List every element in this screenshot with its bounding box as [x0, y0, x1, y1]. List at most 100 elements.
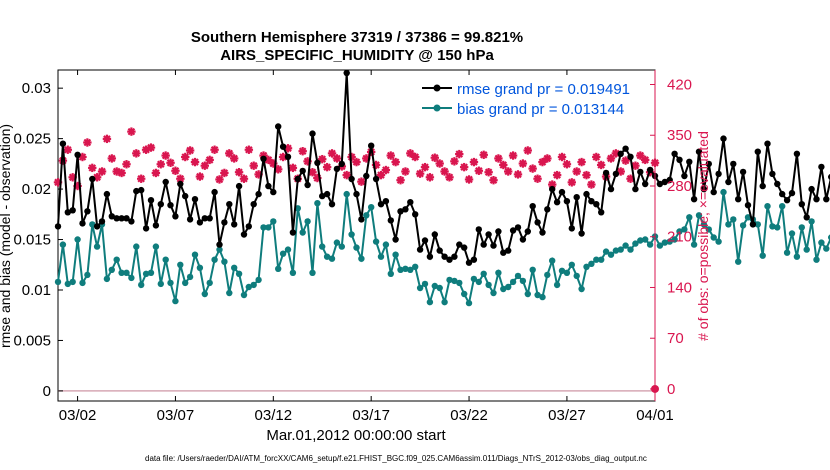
bias-point: [128, 274, 135, 282]
rmse-point: [54, 223, 62, 230]
rmse-point: [475, 226, 482, 233]
obs-marker: [469, 157, 479, 167]
obs-marker: [132, 149, 141, 158]
bias-point: [89, 221, 96, 228]
obs-marker: [166, 158, 175, 167]
bias-point: [803, 246, 810, 253]
bias-point: [284, 246, 292, 253]
bias-point: [495, 269, 502, 276]
rmse-point: [416, 246, 424, 253]
rmse-point: [407, 199, 414, 206]
obs-marker: [401, 167, 410, 176]
rmse-point: [725, 178, 732, 186]
bias-point: [461, 290, 468, 298]
bias-point: [490, 289, 497, 297]
rmse-point: [226, 201, 233, 208]
bias-point: [368, 204, 375, 211]
bias-point: [275, 265, 282, 272]
bias-point: [201, 290, 208, 298]
obs-marker: [210, 145, 219, 154]
rmse-point: [715, 170, 722, 178]
legend-item-bias: bias grand pr = 0.013144: [422, 101, 624, 118]
bias-point: [485, 281, 492, 289]
rmse-point: [695, 148, 703, 155]
rmse-point: [485, 231, 492, 238]
rmse-point: [240, 231, 248, 238]
bias-point: [509, 278, 517, 286]
obs-marker: [215, 175, 224, 184]
rmse-point: [314, 159, 321, 166]
bias-point: [333, 239, 341, 246]
bias-point: [720, 188, 727, 196]
legend-label-bias: bias grand pr = 0.013144: [457, 101, 624, 118]
rmse-point: [666, 176, 673, 184]
bias-point: [456, 279, 463, 287]
bias-point: [250, 281, 257, 289]
y2-tick-label: 350: [667, 127, 692, 144]
rmse-point: [309, 130, 316, 137]
rmse-point: [59, 140, 67, 147]
y2-axis-ticks: 0 70 140 210 280 350 420: [650, 70, 692, 401]
rmse-point: [118, 215, 125, 222]
obs-marker: [435, 159, 444, 168]
obs-marker: [518, 159, 528, 168]
rmse-point: [465, 259, 473, 266]
rmse-point: [461, 244, 468, 251]
obs-marker: [533, 174, 542, 183]
obs-marker: [484, 168, 493, 177]
rmse-point: [656, 180, 664, 188]
bias-point: [323, 253, 331, 260]
rmse-point: [642, 180, 649, 188]
bias-point: [563, 269, 571, 276]
rmse-point: [490, 242, 497, 249]
obs-marker: [528, 164, 537, 173]
rmse-point: [627, 153, 634, 160]
rmse-point: [583, 190, 590, 198]
rmse-point: [348, 175, 355, 183]
bias-point: [138, 281, 145, 289]
rmse-point: [319, 192, 326, 200]
bias-point: [505, 283, 512, 291]
obs-marker: [440, 167, 449, 176]
y2-tick-label: 0: [667, 381, 675, 398]
bias-point: [64, 280, 72, 288]
bias-point: [103, 275, 111, 283]
rmse-point: [783, 197, 791, 204]
rmse-series: [54, 69, 830, 266]
obs-marker: [220, 168, 229, 178]
bias-point: [231, 264, 238, 271]
bias-point: [255, 276, 262, 284]
obs-marker: [205, 155, 214, 165]
rmse-point: [823, 196, 830, 203]
obs-marker: [122, 160, 131, 169]
rmse-point: [514, 224, 522, 231]
obs-marker: [548, 180, 557, 189]
obs-marker: [239, 174, 249, 183]
bias-point: [823, 245, 830, 252]
rmse-point: [201, 215, 208, 222]
bias-point: [191, 251, 199, 258]
bias-point: [426, 298, 434, 306]
y2-tick-label: 140: [667, 279, 692, 296]
rmse-point: [108, 213, 116, 220]
bias-point: [328, 255, 336, 262]
obs-marker: [298, 146, 307, 156]
rmse-point: [617, 150, 624, 157]
bias-point: [500, 285, 507, 293]
bias-point: [392, 251, 399, 258]
bias-point: [206, 279, 213, 287]
obs-marker: [151, 168, 161, 178]
rmse-point: [764, 140, 771, 147]
obs-marker: [523, 146, 532, 155]
bias-point: [113, 256, 120, 263]
bias-point: [744, 214, 752, 221]
rmse-point: [368, 142, 375, 149]
rmse-point: [705, 160, 712, 168]
rmse-point: [661, 178, 668, 186]
rmse-point: [456, 241, 463, 248]
rmse-point: [813, 196, 820, 203]
bias-point: [578, 285, 585, 293]
legend-item-rmse: rmse grand pr = 0.019491: [422, 81, 630, 98]
rmse-point: [89, 175, 96, 183]
rmse-point: [377, 201, 385, 208]
